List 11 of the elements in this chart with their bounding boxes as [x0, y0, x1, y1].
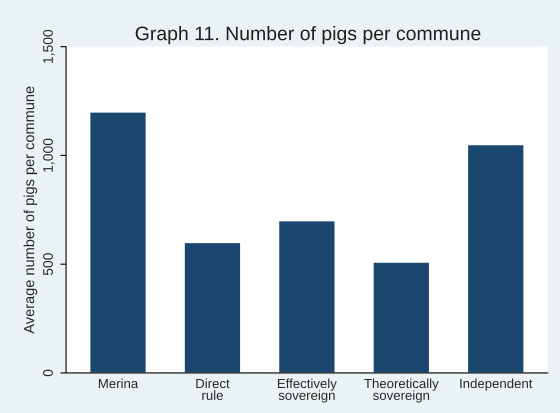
x-tick-label: Independent: [460, 378, 532, 391]
y-tick-label: 1,500: [43, 30, 55, 63]
y-tick-label: 500: [43, 253, 53, 276]
x-tick-label: Effectively sovereign: [278, 378, 337, 403]
y-tick-label: 1,000: [43, 138, 55, 172]
y-tick-label: 0: [43, 370, 53, 376]
x-tick-label: Direct rule: [196, 378, 230, 400]
chart-title: Graph 11. Number of pigs per commune: [136, 26, 480, 44]
y-axis-title: Average number of pigs per commune: [24, 86, 38, 334]
x-tick-label: Theoretically sovereign: [364, 378, 439, 403]
x-tick-label: Merina: [98, 378, 138, 388]
